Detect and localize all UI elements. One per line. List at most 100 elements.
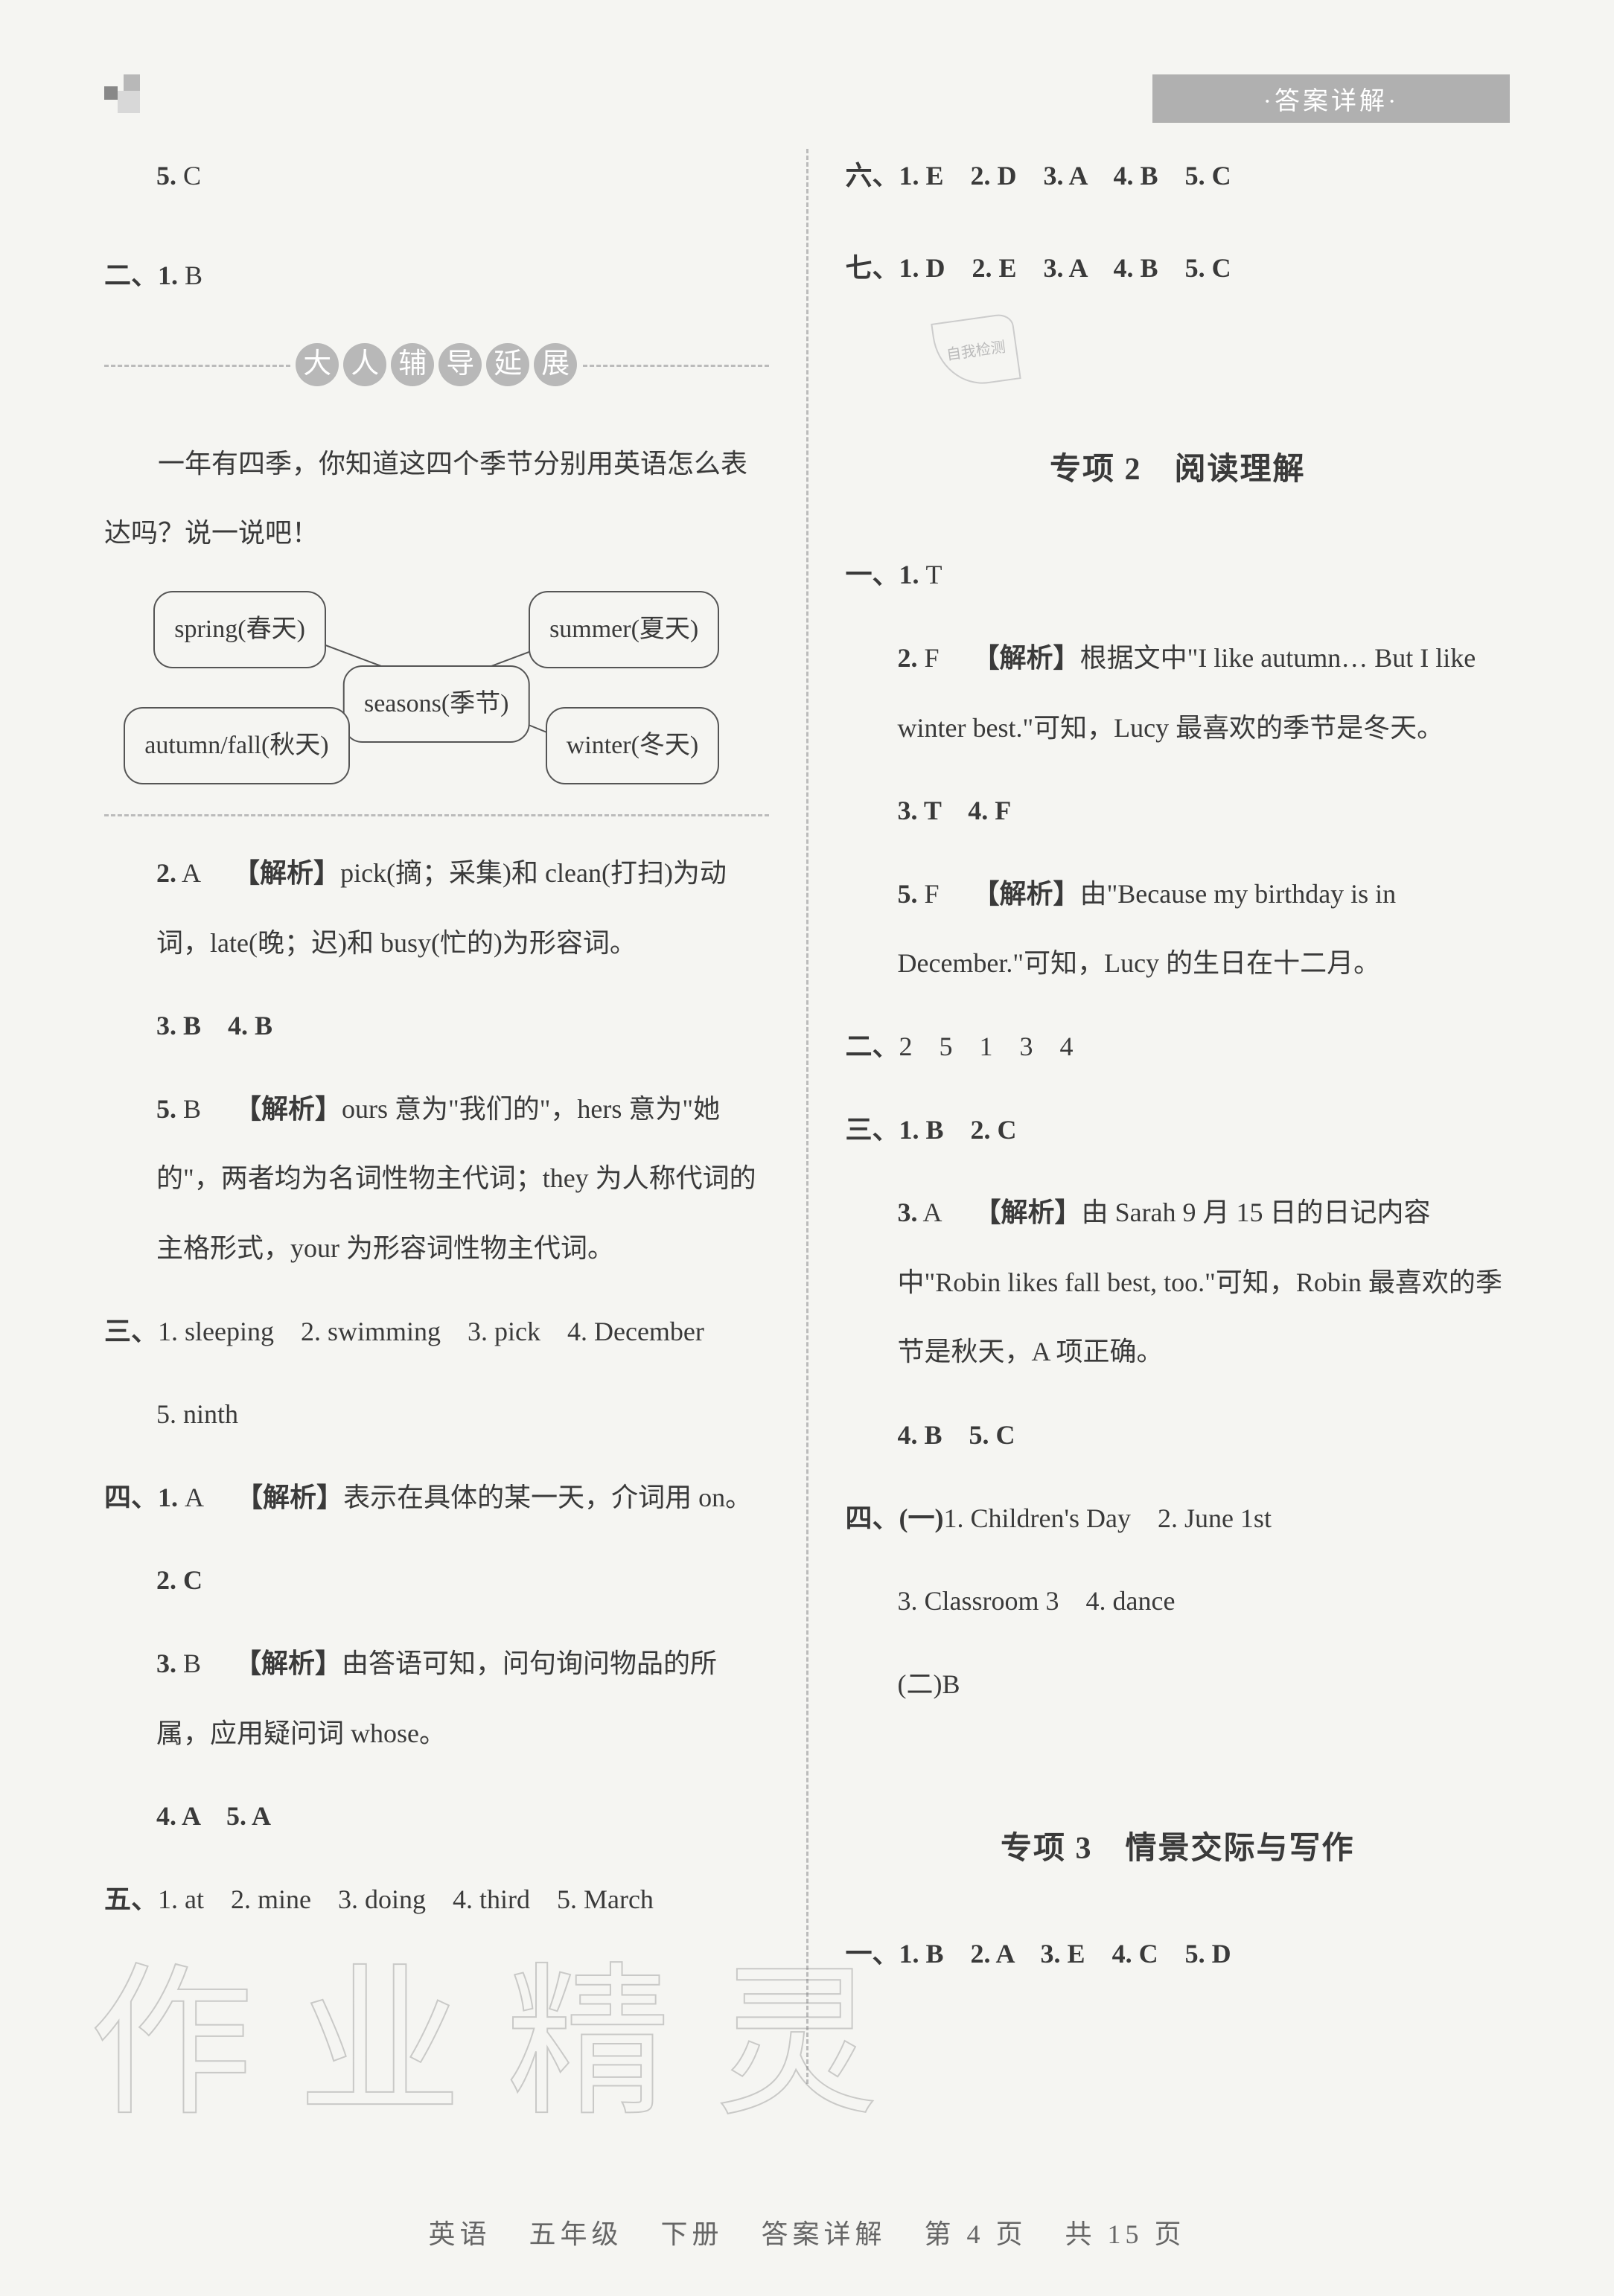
answer-row: 六、1. E 2. D 3. A 4. B 5. C — [846, 141, 1511, 211]
answers: 1. D 2. E 3. A 4. B 5. C — [899, 253, 1231, 283]
banner-char: 延 — [486, 343, 529, 386]
exp-label: 【解析】 — [235, 1649, 342, 1678]
ans: B — [183, 1094, 201, 1124]
answer-row: (二)B — [846, 1650, 1511, 1720]
answer-row: 三、1. sleeping 2. swimming 3. pick 4. Dec… — [104, 1297, 769, 1367]
answer-row: 3. T 4. F — [846, 776, 1511, 846]
q-num: 5. — [898, 879, 918, 909]
footer-grade: 五年级 — [529, 2219, 622, 2249]
corner-decoration — [104, 74, 149, 112]
section-num: 五、 — [104, 1884, 158, 1914]
ans: T — [926, 560, 942, 589]
q-num: 2. — [898, 643, 918, 673]
footer-label: 答案详解 — [762, 2219, 887, 2249]
ans: A — [185, 1483, 202, 1512]
ans: A — [923, 1197, 941, 1227]
stamp-icon: 自我检测 — [931, 313, 1021, 390]
exp-label: 【解析】 — [973, 879, 1080, 909]
q-num: 3. — [898, 1197, 918, 1227]
dashed-divider — [104, 814, 769, 816]
banner-char: 导 — [438, 343, 482, 386]
ans: F — [925, 879, 940, 909]
banner-char: 辅 — [391, 343, 434, 386]
diagram-node-spring: spring(春天) — [153, 591, 326, 668]
section-num: 六、 — [846, 161, 899, 191]
footer-total: 共 15 页 — [1065, 2219, 1186, 2249]
answer-item: 5. B 【解析】ours 意为"我们的"，hers 意为"她的"，两者均为名词… — [104, 1075, 769, 1284]
section-num: 三、 — [104, 1317, 158, 1346]
section-num: 四、1. — [104, 1483, 178, 1512]
answers: 1. at 2. mine 3. doing 4. third 5. March — [158, 1884, 654, 1914]
answer-item: 3. A 【解析】由 Sarah 9 月 15 日的日记内容中"Robin li… — [846, 1178, 1511, 1387]
answer-row: 四、(一)1. Children's Day 2. June 1st — [846, 1484, 1511, 1554]
ans: F — [925, 643, 940, 673]
answer-row: 五、1. at 2. mine 3. doing 4. third 5. Mar… — [104, 1865, 769, 1935]
answer-item: 一、1. T — [846, 540, 1511, 610]
q-num: 2. — [156, 858, 176, 888]
ans: C — [183, 161, 201, 191]
diagram-node-summer: summer(夏天) — [529, 591, 719, 668]
section-num: 四、(一) — [846, 1503, 944, 1533]
left-column: 5. C 二、1. B 大 人 辅 导 延 展 一年有四季，你知道这四个季节分别… — [104, 141, 806, 2084]
footer-term: 下册 — [660, 2219, 723, 2249]
section-num: 七、 — [846, 253, 899, 283]
answer-item: 3. B 【解析】由答语可知，问句询问物品的所属，应用疑问词 whose。 — [104, 1629, 769, 1768]
exp-label: 【解析】 — [975, 1197, 1082, 1227]
answer-item: 2. A 【解析】pick(摘；采集)和 clean(打扫)为动词，late(晚… — [104, 839, 769, 978]
section-num: 三、 — [846, 1115, 899, 1145]
seasons-diagram: spring(春天) summer(夏天) seasons(季节) autumn… — [146, 591, 727, 784]
diagram-node-autumn: autumn/fall(秋天) — [124, 707, 349, 784]
page-columns: 5. C 二、1. B 大 人 辅 导 延 展 一年有四季，你知道这四个季节分别… — [104, 141, 1510, 2084]
ans: A — [182, 858, 200, 888]
answer-row: 4. A 5. A — [104, 1782, 769, 1852]
answers: 2 5 1 3 4 — [899, 1032, 1074, 1061]
footer-page: 第 4 页 — [925, 2219, 1027, 2249]
answer-item: 5. C — [104, 141, 769, 211]
answer-item: 二、1. B — [104, 241, 769, 311]
exp-label: 【解析】 — [236, 1483, 343, 1512]
answer-item: 2. F 【解析】根据文中"I like autumn… But I like … — [846, 624, 1511, 763]
answers: 1. B 2. A 3. E 4. C 5. D — [899, 1939, 1231, 1969]
answer-row: 二、2 5 1 3 4 — [846, 1012, 1511, 1082]
ans: B — [185, 260, 202, 290]
answers: 1. Children's Day 2. June 1st — [943, 1503, 1271, 1533]
answers: 1. sleeping 2. swimming 3. pick 4. Decem… — [158, 1317, 704, 1346]
answer-row: 七、1. D 2. E 3. A 4. B 5. C — [846, 234, 1511, 304]
answer-row: 3. B 4. B — [104, 991, 769, 1061]
q-num: 5. — [156, 161, 176, 191]
q-num: 二、1. — [104, 260, 178, 290]
ans: B — [183, 1649, 201, 1678]
answers: 1. B 2. C — [899, 1115, 1017, 1145]
page-footer: 英语 五年级 下册 答案详解 第 4 页 共 15 页 — [0, 2213, 1614, 2251]
q-num: 3. — [156, 1649, 176, 1678]
answer-row: 5. ninth — [104, 1380, 769, 1450]
section-title: 专项 2 阅读理解 — [846, 429, 1511, 511]
exp-label: 【解析】 — [973, 643, 1080, 673]
answers: 1. E 2. D 3. A 4. B 5. C — [899, 161, 1231, 191]
answer-row: 一、1. B 2. A 3. E 4. C 5. D — [846, 1919, 1511, 1989]
answer-row: 2. C — [104, 1546, 769, 1616]
section-banner: 大 人 辅 导 延 展 — [104, 330, 769, 400]
section-num: 一、1. — [846, 560, 919, 589]
section-title: 专项 3 情景交际与写作 — [846, 1809, 1511, 1890]
answer-row: 3. Classroom 3 4. dance — [846, 1567, 1511, 1637]
answer-row: 4. B 5. C — [846, 1401, 1511, 1471]
section-num: 一、 — [846, 1939, 899, 1969]
banner-char: 人 — [343, 343, 386, 386]
q-num: 5. — [156, 1094, 176, 1124]
header-tab: ·答案详解· — [1152, 74, 1510, 123]
explanation: 表示在具体的某一天，介词用 on。 — [343, 1483, 752, 1512]
exp-label: 【解析】 — [233, 858, 340, 888]
answer-item: 四、1. A 【解析】表示在具体的某一天，介词用 on。 — [104, 1463, 769, 1533]
footer-subject: 英语 — [428, 2219, 491, 2249]
banner-pill: 大 人 辅 导 延 展 — [296, 343, 577, 386]
banner-char: 展 — [534, 343, 577, 386]
diagram-node-winter: winter(冬天) — [546, 707, 720, 784]
intro-paragraph: 一年有四季，你知道这四个季节分别用英语怎么表达吗？说一说吧！ — [104, 429, 769, 569]
right-column: 六、1. E 2. D 3. A 4. B 5. C 七、1. D 2. E 3… — [808, 141, 1511, 2084]
banner-char: 大 — [296, 343, 339, 386]
section-num: 二、 — [846, 1032, 899, 1061]
exp-label: 【解析】 — [235, 1094, 342, 1124]
diagram-node-seasons: seasons(季节) — [343, 665, 530, 743]
answer-item: 5. F 【解析】由"Because my birthday is in Dec… — [846, 860, 1511, 999]
